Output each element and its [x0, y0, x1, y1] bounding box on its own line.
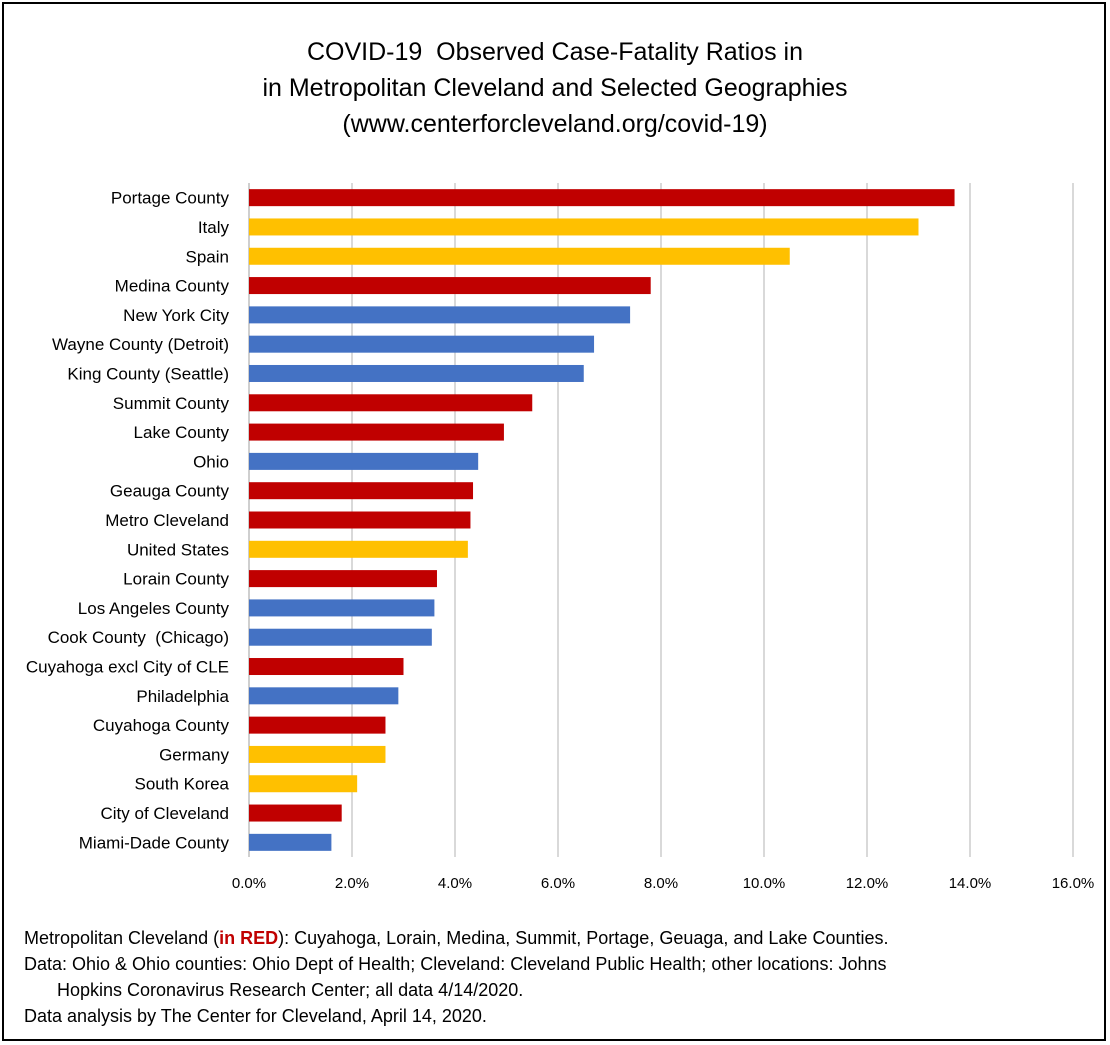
x-tick-label: 16.0%: [1052, 875, 1095, 892]
x-tick-label: 10.0%: [743, 875, 786, 892]
bar: [249, 189, 955, 207]
bar: [249, 716, 386, 734]
x-tick-label: 2.0%: [335, 875, 369, 892]
footnote-suffix: ): Cuyahoga, Lorain, Medina, Summit, Por…: [278, 928, 889, 948]
bar: [249, 218, 919, 236]
category-label: Geauga County: [110, 482, 230, 501]
category-label: Ohio: [193, 452, 229, 471]
category-label: Medina County: [115, 277, 230, 296]
category-label: Los Angeles County: [78, 599, 230, 618]
category-label: City of Cleveland: [100, 804, 229, 823]
category-label: Cuyahoga excl City of CLE: [26, 658, 229, 677]
bar: [249, 306, 631, 324]
chart-title: COVID-19 Observed Case-Fatality Ratios i…: [0, 34, 1110, 142]
footnote-data-sources-cont: Hopkins Coronavirus Research Center; all…: [57, 980, 524, 1000]
category-label: Cuyahoga County: [93, 716, 230, 735]
x-tick-label: 0.0%: [232, 875, 266, 892]
category-label: New York City: [123, 306, 229, 325]
bar: [249, 687, 399, 705]
category-label: Philadelphia: [136, 687, 229, 706]
category-label: Cook County (Chicago): [48, 628, 229, 647]
bar: [249, 277, 651, 295]
footnote-metro-definition: Metropolitan Cleveland (in RED): Cuyahog…: [24, 925, 1094, 951]
category-label: Metro Cleveland: [105, 511, 229, 530]
bar: [249, 540, 468, 558]
category-label: Spain: [186, 247, 229, 266]
category-label: Lake County: [134, 423, 230, 442]
category-label: Germany: [159, 745, 229, 764]
bar: [249, 570, 437, 588]
bar: [249, 658, 404, 676]
x-tick-label: 4.0%: [438, 875, 472, 892]
category-label: Portage County: [111, 189, 230, 208]
x-tick-label: 6.0%: [541, 875, 575, 892]
bar: [249, 628, 432, 646]
title-line-1: COVID-19 Observed Case-Fatality Ratios i…: [306, 38, 803, 66]
bar: [249, 804, 342, 822]
bar: [249, 599, 435, 617]
category-label: Italy: [198, 218, 230, 237]
bar: [249, 745, 386, 763]
footnote-analysis-credit: Data analysis by The Center for Clevelan…: [24, 1006, 487, 1026]
category-label: Summit County: [113, 394, 230, 413]
title-line-3: (www.centerforcleveland.org/covid-19): [342, 110, 768, 138]
category-label: Miami-Dade County: [79, 833, 230, 852]
bar: [249, 833, 332, 851]
bar: [249, 511, 471, 529]
bar: [249, 394, 533, 412]
bar: [249, 452, 479, 470]
x-tick-label: 8.0%: [644, 875, 678, 892]
bar: [249, 775, 358, 793]
footnote-prefix: Metropolitan Cleveland (: [24, 928, 220, 948]
title-line-2: in Metropolitan Cleveland and Selected G…: [262, 74, 848, 102]
x-tick-label: 12.0%: [846, 875, 889, 892]
bar: [249, 423, 504, 441]
category-label: Lorain County: [123, 570, 229, 589]
footnotes: Metropolitan Cleveland (in RED): Cuyahog…: [24, 925, 1094, 1029]
bar-chart: 0.0% 2.0% 4.0% 6.0% 8.0% 10.0% 12.0% 14.0% 16.0%…: [26, 183, 1095, 892]
footnote-data-sources: Data: Ohio & Ohio counties: Ohio Dept of…: [24, 954, 887, 974]
bar: [249, 247, 790, 265]
bar: [249, 482, 474, 500]
category-label: South Korea: [134, 775, 229, 794]
x-tick-label: 14.0%: [949, 875, 992, 892]
category-label: Wayne County (Detroit): [52, 335, 229, 354]
bar: [249, 364, 584, 382]
category-label: United States: [127, 540, 229, 559]
bar: [249, 335, 595, 353]
category-label: King County (Seattle): [67, 364, 229, 383]
footnote-red-label: in RED: [219, 928, 279, 948]
